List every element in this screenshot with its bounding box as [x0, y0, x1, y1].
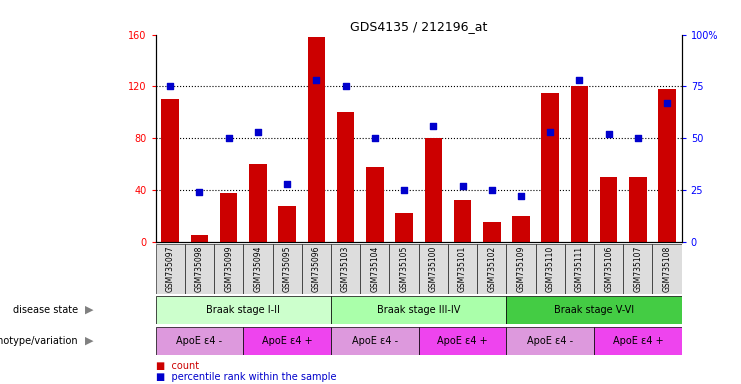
- Text: GSM735095: GSM735095: [282, 245, 292, 292]
- Text: ▶: ▶: [85, 336, 93, 346]
- Bar: [390, 244, 419, 294]
- Bar: [156, 296, 331, 324]
- Point: [193, 189, 205, 195]
- Point: [486, 187, 498, 193]
- Bar: [279, 206, 296, 242]
- Point: [369, 135, 381, 141]
- Bar: [623, 244, 653, 294]
- Title: GDS4135 / 212196_at: GDS4135 / 212196_at: [350, 20, 488, 33]
- Point: [602, 131, 614, 137]
- Point: [165, 83, 176, 89]
- Text: ApoE ε4 +: ApoE ε4 +: [613, 336, 663, 346]
- Bar: [425, 138, 442, 242]
- Text: disease state: disease state: [13, 305, 78, 315]
- Bar: [542, 93, 559, 242]
- Point: [661, 100, 673, 106]
- Bar: [506, 296, 682, 324]
- Text: GSM735098: GSM735098: [195, 246, 204, 292]
- Bar: [162, 99, 179, 242]
- Text: genotype/variation: genotype/variation: [0, 336, 78, 346]
- Bar: [658, 89, 676, 242]
- Text: ApoE ε4 +: ApoE ε4 +: [437, 336, 488, 346]
- Point: [544, 129, 556, 135]
- Bar: [337, 113, 354, 242]
- Bar: [536, 244, 565, 294]
- Text: ■  count: ■ count: [156, 361, 199, 371]
- Text: GSM735102: GSM735102: [488, 246, 496, 292]
- Text: GSM735110: GSM735110: [545, 246, 555, 292]
- Text: GSM735105: GSM735105: [399, 246, 408, 292]
- Bar: [190, 235, 208, 242]
- Text: GSM735094: GSM735094: [253, 245, 262, 292]
- Bar: [477, 244, 506, 294]
- Bar: [331, 327, 419, 355]
- Point: [223, 135, 235, 141]
- Point: [632, 135, 644, 141]
- Text: GSM735097: GSM735097: [166, 245, 175, 292]
- Text: GSM735099: GSM735099: [225, 245, 233, 292]
- Text: GSM735111: GSM735111: [575, 246, 584, 292]
- Text: ApoE ε4 -: ApoE ε4 -: [352, 336, 398, 346]
- Point: [515, 193, 527, 199]
- Bar: [156, 244, 185, 294]
- Text: GSM735106: GSM735106: [604, 246, 613, 292]
- Text: GSM735096: GSM735096: [312, 245, 321, 292]
- Bar: [506, 327, 594, 355]
- Text: GSM735101: GSM735101: [458, 246, 467, 292]
- Bar: [512, 216, 530, 242]
- Bar: [594, 244, 623, 294]
- Text: ApoE ε4 -: ApoE ε4 -: [527, 336, 574, 346]
- Point: [398, 187, 410, 193]
- Bar: [331, 244, 360, 294]
- Bar: [366, 167, 384, 242]
- Text: ▶: ▶: [85, 305, 93, 315]
- Text: GSM735104: GSM735104: [370, 246, 379, 292]
- Text: GSM735103: GSM735103: [341, 246, 350, 292]
- Bar: [506, 244, 536, 294]
- Point: [310, 77, 322, 83]
- Bar: [594, 327, 682, 355]
- Bar: [156, 327, 243, 355]
- Bar: [565, 244, 594, 294]
- Bar: [273, 244, 302, 294]
- Bar: [571, 86, 588, 242]
- Text: GSM735107: GSM735107: [634, 246, 642, 292]
- Point: [428, 123, 439, 129]
- Bar: [243, 327, 331, 355]
- Point: [252, 129, 264, 135]
- Bar: [600, 177, 617, 242]
- Text: ApoE ε4 -: ApoE ε4 -: [176, 336, 222, 346]
- Bar: [419, 327, 506, 355]
- Point: [456, 183, 468, 189]
- Text: Braak stage III-IV: Braak stage III-IV: [377, 305, 460, 315]
- Bar: [243, 244, 273, 294]
- Bar: [395, 214, 413, 242]
- Text: GSM735109: GSM735109: [516, 246, 525, 292]
- Point: [281, 181, 293, 187]
- Bar: [653, 244, 682, 294]
- Text: GSM735108: GSM735108: [662, 246, 671, 292]
- Text: ApoE ε4 +: ApoE ε4 +: [262, 336, 313, 346]
- Bar: [629, 177, 647, 242]
- Bar: [249, 164, 267, 242]
- Text: Braak stage V-VI: Braak stage V-VI: [554, 305, 634, 315]
- Bar: [220, 193, 237, 242]
- Point: [339, 83, 351, 89]
- Bar: [419, 244, 448, 294]
- Bar: [453, 200, 471, 242]
- Bar: [302, 244, 331, 294]
- Bar: [360, 244, 390, 294]
- Text: GSM735100: GSM735100: [429, 246, 438, 292]
- Bar: [308, 37, 325, 242]
- Bar: [483, 222, 500, 242]
- Bar: [331, 296, 506, 324]
- Bar: [448, 244, 477, 294]
- Text: Braak stage I-II: Braak stage I-II: [206, 305, 280, 315]
- Point: [574, 77, 585, 83]
- Bar: [185, 244, 214, 294]
- Bar: [214, 244, 243, 294]
- Text: ■  percentile rank within the sample: ■ percentile rank within the sample: [156, 372, 336, 382]
